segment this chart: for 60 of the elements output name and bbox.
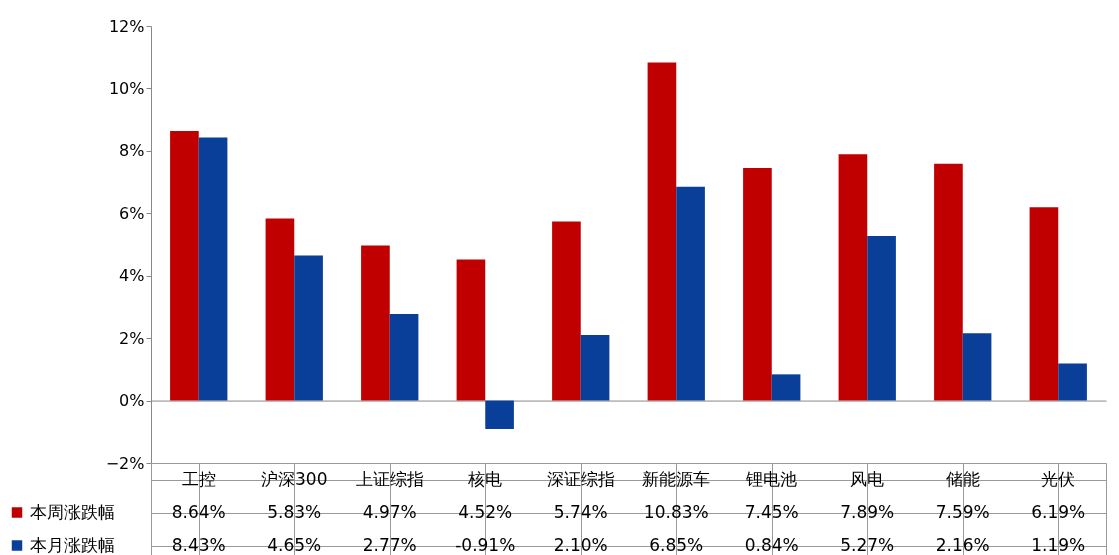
data-label: 8.64% (171, 501, 226, 522)
bar (647, 62, 677, 401)
y-tick-label: 12% (108, 16, 145, 36)
x-tick-label: 锂电池 (745, 468, 798, 489)
bar (552, 221, 581, 401)
x-tick-label: 新能源车 (642, 468, 711, 489)
data-label: 1.19% (1031, 534, 1086, 555)
y-tick-label: −2% (105, 453, 145, 473)
data-label: 5.83% (267, 501, 322, 522)
bar (456, 259, 486, 401)
data-label: 6.85% (649, 534, 704, 555)
y-tick-label: 6% (119, 203, 145, 223)
y-tick-label: 10% (108, 78, 145, 98)
y-tick-label: 0% (119, 391, 145, 411)
data-label: 6.19% (1031, 501, 1086, 522)
x-tick-label: 核电 (467, 468, 503, 489)
bar (580, 335, 610, 401)
x-tick-label: 工控 (181, 468, 216, 489)
data-label: 2.10% (553, 534, 608, 555)
legend-label: 本周涨跌幅 (29, 502, 115, 522)
legend-label: 本月涨跌幅 (29, 535, 115, 555)
bar (170, 130, 199, 401)
y-tick-label: 8% (119, 141, 145, 161)
bar (265, 218, 295, 401)
data-label: 4.97% (362, 501, 417, 522)
bar (743, 168, 772, 401)
bar (771, 374, 801, 401)
data-label: 7.59% (935, 501, 990, 522)
data-label: 2.16% (935, 534, 990, 555)
bar (676, 186, 705, 401)
bar (838, 154, 868, 401)
data-label: 2.77% (362, 534, 417, 555)
x-tick-label: 储能 (945, 468, 980, 489)
data-label: 7.89% (840, 501, 895, 522)
y-tick-label: 2% (119, 328, 145, 348)
bar (1058, 363, 1087, 401)
bar (294, 255, 323, 401)
data-label: 5.27% (840, 534, 895, 555)
data-label: 4.52% (458, 501, 513, 522)
bar (1029, 207, 1059, 401)
x-tick-label: 深证综指 (546, 468, 615, 489)
x-tick-label: 沪深300 (261, 468, 328, 489)
data-label: 7.45% (744, 501, 799, 522)
bar (934, 163, 963, 401)
x-tick-label: 风电 (850, 468, 885, 489)
x-tick-label: 光伏 (1041, 468, 1076, 489)
data-label: 8.43% (171, 534, 226, 555)
data-label: 4.65% (267, 534, 322, 555)
x-tick-label: 上证综指 (355, 468, 424, 489)
data-label: 0.84% (744, 534, 799, 555)
bar (361, 245, 390, 401)
data-label: 5.74% (553, 501, 608, 522)
y-tick-label: 4% (119, 266, 145, 286)
bar (962, 333, 992, 401)
data-label: -0.91% (455, 534, 516, 555)
data-label: 10.83% (643, 501, 709, 522)
bar (198, 137, 228, 401)
bar (389, 314, 419, 401)
bar (867, 236, 896, 401)
bar (485, 400, 514, 429)
